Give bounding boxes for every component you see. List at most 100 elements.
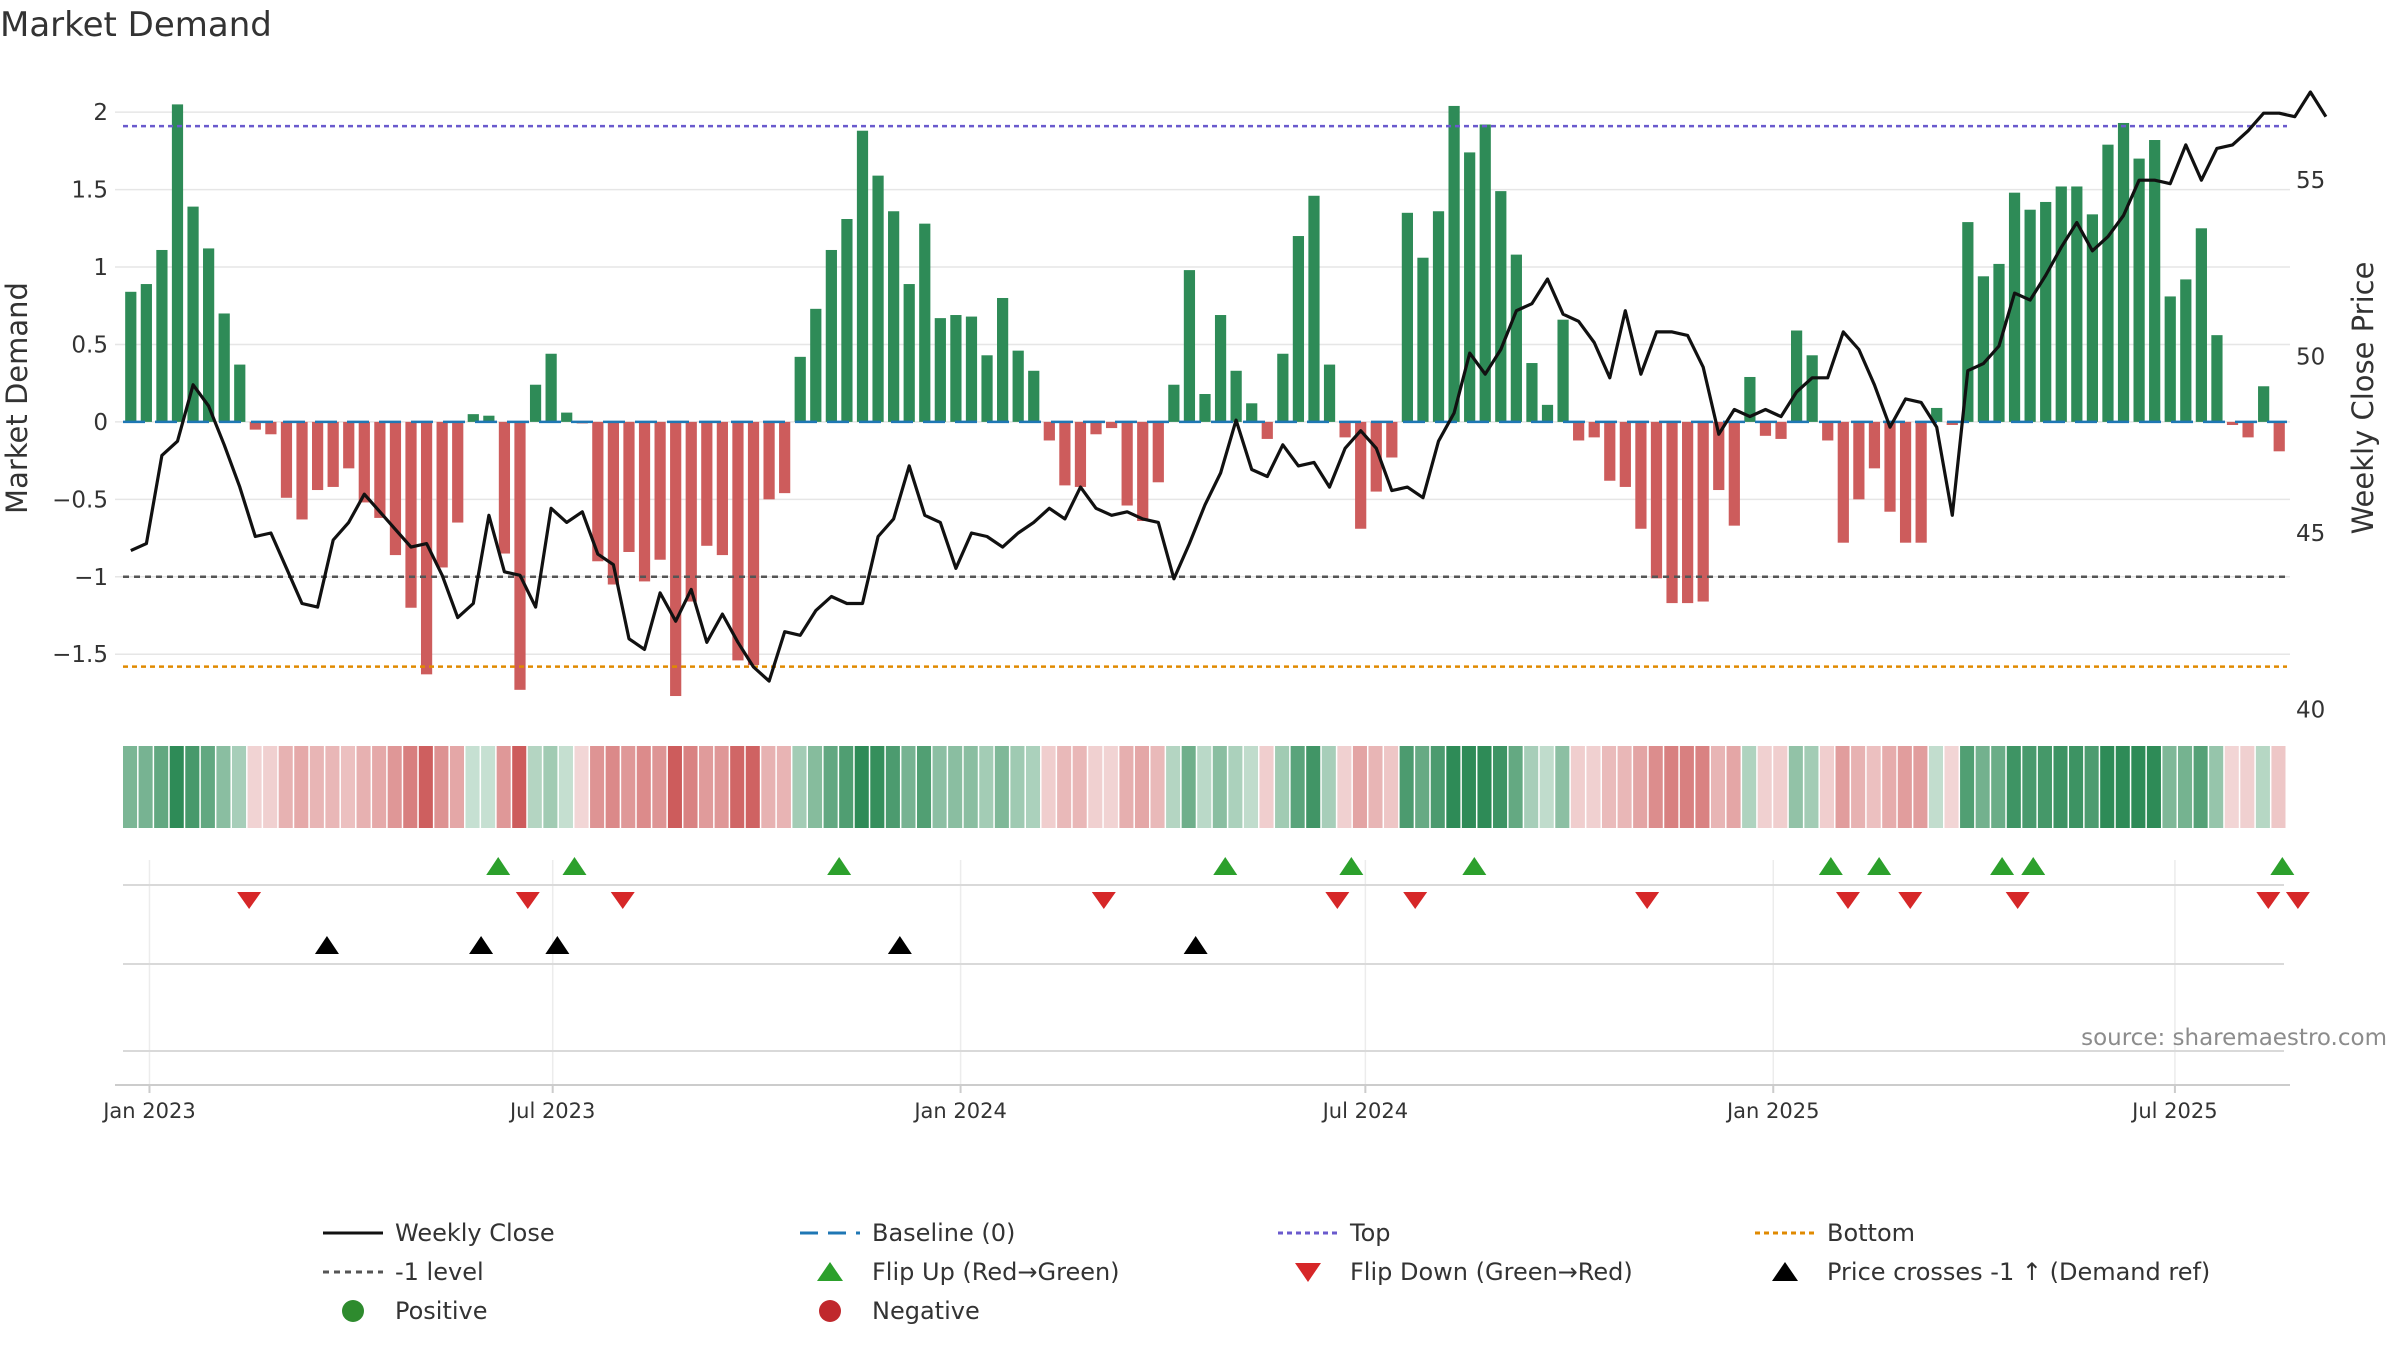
demand-bar <box>1666 421 1678 604</box>
heat-cell <box>309 746 324 828</box>
y-axis-title: Market Demand <box>0 282 34 514</box>
price-cross-marker <box>887 936 912 954</box>
demand-bar <box>296 421 308 520</box>
demand-bar <box>1977 276 1990 422</box>
legend-label: -1 level <box>395 1258 484 1286</box>
demand-bar <box>1121 421 1133 506</box>
heat-cell <box>1477 746 1492 828</box>
heat-cell <box>792 746 807 828</box>
demand-bar <box>1012 350 1024 422</box>
heat-cell <box>1166 746 1181 828</box>
heat-cell <box>1212 746 1227 828</box>
heat-cell <box>667 746 682 828</box>
demand-bar <box>1028 370 1040 422</box>
heat-cell <box>2162 746 2177 828</box>
demand-bar <box>1339 421 1351 438</box>
x-tick-label: Jul 2025 <box>2130 1099 2217 1123</box>
flip-up-marker <box>562 857 587 875</box>
heat-cell <box>2271 746 2286 828</box>
flip-down-marker <box>1635 892 1660 909</box>
flip-up-marker <box>1462 857 1487 875</box>
flip-down-marker <box>2005 892 2030 909</box>
demand-bar <box>1759 421 1772 436</box>
heat-cell <box>994 746 1009 828</box>
demand-bar <box>607 421 620 585</box>
legend-label: Negative <box>872 1297 980 1325</box>
demand-bar <box>1744 376 1756 422</box>
demand-bar <box>483 415 495 422</box>
demand-bar <box>856 130 869 422</box>
legend-label: Weekly Close <box>395 1219 555 1247</box>
heat-cell <box>1773 746 1788 828</box>
heat-cell <box>1275 746 1290 828</box>
heat-cell <box>372 746 387 828</box>
heat-cell <box>1928 746 1943 828</box>
y-tick-label: −1 <box>74 565 108 591</box>
demand-bar <box>2273 421 2285 452</box>
demand-bar <box>265 421 277 435</box>
heat-cell <box>1586 746 1601 828</box>
heat-cell <box>1508 746 1523 828</box>
demand-bar <box>1806 355 1818 422</box>
heat-cell <box>1306 746 1321 828</box>
heat-cell <box>2115 746 2130 828</box>
demand-bar <box>2242 421 2254 438</box>
heat-cell <box>449 746 465 828</box>
demand-bar <box>872 175 884 422</box>
demand-bar <box>218 313 230 422</box>
demand-bar <box>747 421 760 666</box>
demand-bar <box>2180 279 2192 422</box>
demand-bar <box>1464 152 1476 422</box>
heat-cell <box>2209 746 2224 828</box>
flip-up-marker <box>1990 857 2015 875</box>
heat-cell <box>1524 746 1539 828</box>
price-line-layer <box>130 90 2328 683</box>
demand-bar <box>2071 186 2083 422</box>
heat-cell <box>403 746 418 828</box>
flip-down-marker <box>1091 892 1116 909</box>
heat-cell <box>2022 746 2037 828</box>
heat-cell <box>154 746 169 828</box>
demand-bar <box>1292 236 1305 422</box>
demand-bar <box>825 249 837 422</box>
price-cross-marker <box>1183 936 1208 954</box>
demand-bar <box>1230 370 1242 422</box>
demand-bar <box>2226 421 2239 425</box>
demand-bar <box>1074 421 1087 487</box>
heat-cell <box>418 746 433 828</box>
demand-bar <box>1650 421 1663 579</box>
heat-cell <box>2100 746 2115 828</box>
heat-cell <box>169 746 184 828</box>
heat-cell <box>481 746 496 828</box>
legend-label: Positive <box>395 1297 488 1325</box>
heat-cell <box>870 746 885 828</box>
demand-bar <box>343 421 355 469</box>
heat-cell <box>1368 746 1383 828</box>
heat-cell <box>1960 746 1975 828</box>
x-tick-label: Jan 2025 <box>1725 1099 1820 1123</box>
flip-up-marker <box>2021 857 2046 875</box>
heat-cell <box>948 746 963 828</box>
heat-cell <box>823 746 838 828</box>
heat-cell <box>1617 746 1632 828</box>
heat-cell <box>2006 746 2021 828</box>
flip-down-marker <box>1835 892 1860 909</box>
heat-cell <box>263 746 278 828</box>
heat-cell <box>761 746 776 828</box>
demand-bar <box>156 249 168 422</box>
demand-bar <box>592 421 604 562</box>
heat-cell <box>2084 746 2099 828</box>
heat-cell <box>683 746 698 828</box>
demand-bar <box>810 308 822 422</box>
y2-axis-title: Weekly Close Price <box>2346 262 2380 535</box>
heat-cell <box>1570 746 1585 828</box>
heat-cell <box>247 746 262 828</box>
heat-cell <box>465 746 480 828</box>
legend-swatch-marker <box>1772 1262 1798 1281</box>
heat-cell <box>1446 746 1461 828</box>
heat-cell <box>356 746 371 828</box>
heat-cell <box>1804 746 1819 828</box>
heat-cell <box>1025 746 1041 828</box>
x-tick-label: Jul 2023 <box>508 1099 595 1123</box>
heat-cell <box>901 746 916 828</box>
